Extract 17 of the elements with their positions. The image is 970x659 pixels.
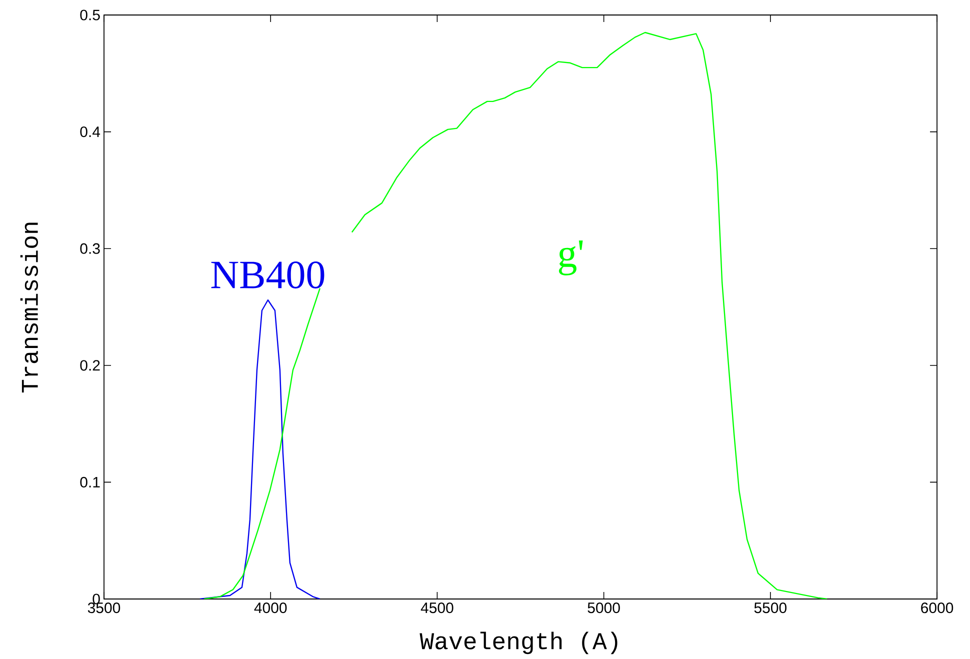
y-tick-label: 0.2 bbox=[80, 360, 100, 371]
x-tick-label: 4000 bbox=[254, 602, 287, 614]
y-tick-label: 0 bbox=[92, 594, 100, 604]
x-tick-label: 5000 bbox=[588, 602, 620, 614]
y-axis-title: Transmission bbox=[20, 222, 38, 393]
line-series bbox=[199, 299, 321, 599]
x-tick-label: 6000 bbox=[921, 602, 954, 614]
x-tick-label: 3500 bbox=[88, 602, 120, 614]
x-tick-label: 4500 bbox=[420, 602, 454, 614]
y-tick-label: 0.1 bbox=[80, 476, 100, 488]
y-tick-label: 0.4 bbox=[80, 126, 100, 138]
x-tick-label: 5500 bbox=[754, 602, 786, 614]
x-axis-title: Wavelength (A) bbox=[420, 632, 618, 654]
y-tick-label: 0.3 bbox=[80, 243, 100, 254]
series-label: NB400 bbox=[211, 261, 324, 288]
y-tick-label: 0.5 bbox=[80, 10, 100, 20]
text: g' bbox=[558, 240, 583, 276]
